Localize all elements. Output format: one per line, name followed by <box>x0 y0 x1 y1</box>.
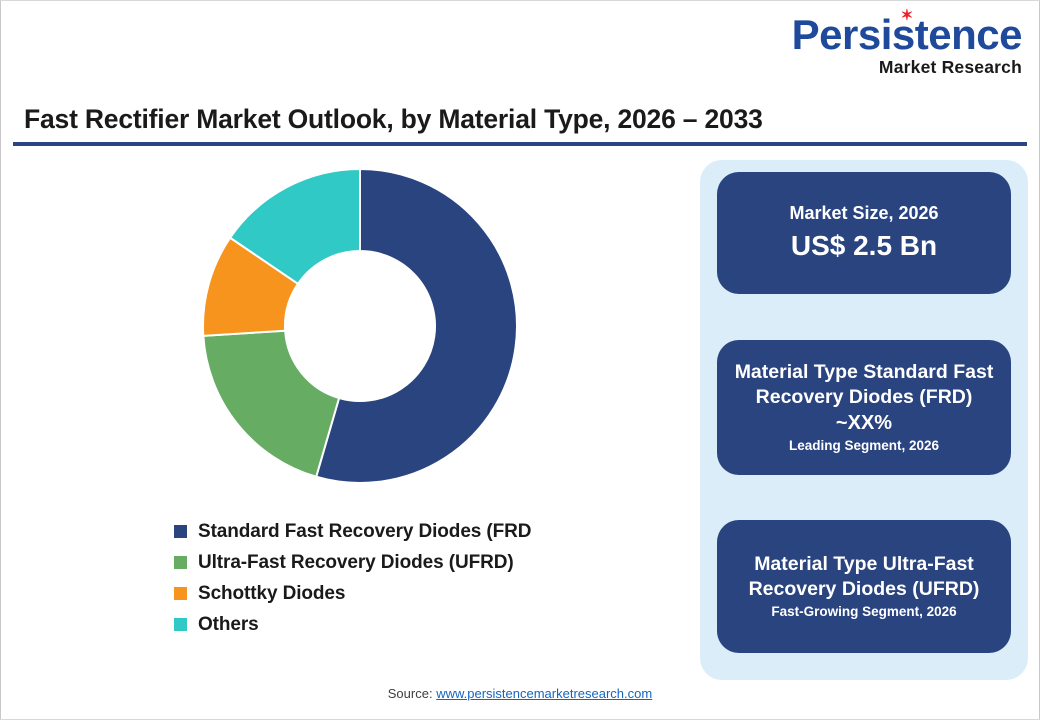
legend-swatch-ufrd <box>174 556 187 569</box>
star-icon: ✶ <box>900 7 914 24</box>
donut-chart-svg <box>202 167 518 484</box>
source-prefix: Source: <box>387 686 437 701</box>
chart-legend: Standard Fast Recovery Diodes (FRD Ultra… <box>174 516 674 640</box>
page-title: Fast Rectifier Market Outlook, by Materi… <box>24 104 763 134</box>
legend-item-standard-frd: Standard Fast Recovery Diodes (FRD <box>174 516 674 547</box>
legend-swatch-others <box>174 618 187 631</box>
legend-swatch-schottky <box>174 587 187 600</box>
logo-tagline: Market Research <box>878 57 1022 77</box>
frame-border-top <box>0 0 1040 1</box>
fast-growing-segment-title: Material Type Ultra-Fast Recovery Diodes… <box>748 553 980 601</box>
source-link[interactable]: www.persistencemarketresearch.com <box>436 686 653 701</box>
highlights-panel: Market Size, 2026 US$ 2.5 Bn Material Ty… <box>700 160 1028 680</box>
fast-growing-segment-card: Material Type Ultra-Fast Recovery Diodes… <box>717 520 1011 653</box>
legend-label-standard-frd: Standard Fast Recovery Diodes (FRD <box>198 520 532 542</box>
legend-label-others: Others <box>198 613 259 635</box>
logo-wordmark: Persistence ✶ <box>791 8 1023 58</box>
legend-item-schottky: Schottky Diodes <box>174 578 674 609</box>
market-size-label: Market Size, 2026 <box>789 202 939 223</box>
legend-label-schottky: Schottky Diodes <box>198 582 346 604</box>
leading-segment-caption: Leading Segment, 2026 <box>788 438 940 454</box>
leading-segment-title: Material Type Standard Fast Recovery Dio… <box>734 361 994 409</box>
logo-wordmark-text: Persistence <box>791 11 1023 58</box>
title-underline-rule <box>13 142 1027 146</box>
donut-slice <box>314 167 518 484</box>
fast-growing-segment-caption: Fast-Growing Segment, 2026 <box>771 604 957 620</box>
legend-item-ufrd: Ultra-Fast Recovery Diodes (UFRD) <box>174 547 674 578</box>
legend-label-ufrd: Ultra-Fast Recovery Diodes (UFRD) <box>198 551 514 573</box>
chart-area: Standard Fast Recovery Diodes (FRD Ultra… <box>14 152 694 672</box>
leading-segment-card: Material Type Standard Fast Recovery Dio… <box>717 340 1011 475</box>
donut-slice-group <box>202 167 518 484</box>
source-line: Source: www.persistencemarketresearch.co… <box>0 686 1040 701</box>
donut-chart <box>200 166 520 486</box>
leading-segment-share: ~XX% <box>835 412 893 435</box>
frame-border-left <box>0 0 1 720</box>
market-size-card: Market Size, 2026 US$ 2.5 Bn <box>717 172 1011 294</box>
legend-swatch-standard-frd <box>174 525 187 538</box>
legend-item-others: Others <box>174 609 674 640</box>
donut-slice <box>228 167 361 286</box>
donut-slice <box>202 329 341 479</box>
market-size-value: US$ 2.5 Bn <box>790 230 938 262</box>
company-logo: Persistence ✶ Market Research <box>784 8 1023 77</box>
